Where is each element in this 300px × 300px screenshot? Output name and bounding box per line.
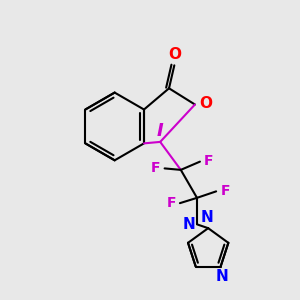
Text: N: N bbox=[216, 269, 229, 284]
Text: N: N bbox=[183, 218, 196, 232]
Text: N: N bbox=[200, 210, 213, 225]
Text: F: F bbox=[151, 161, 160, 176]
Text: I: I bbox=[157, 122, 164, 140]
Text: F: F bbox=[166, 196, 176, 210]
Text: O: O bbox=[168, 47, 181, 62]
Text: F: F bbox=[204, 154, 214, 168]
Text: O: O bbox=[199, 96, 212, 111]
Text: F: F bbox=[220, 184, 230, 198]
